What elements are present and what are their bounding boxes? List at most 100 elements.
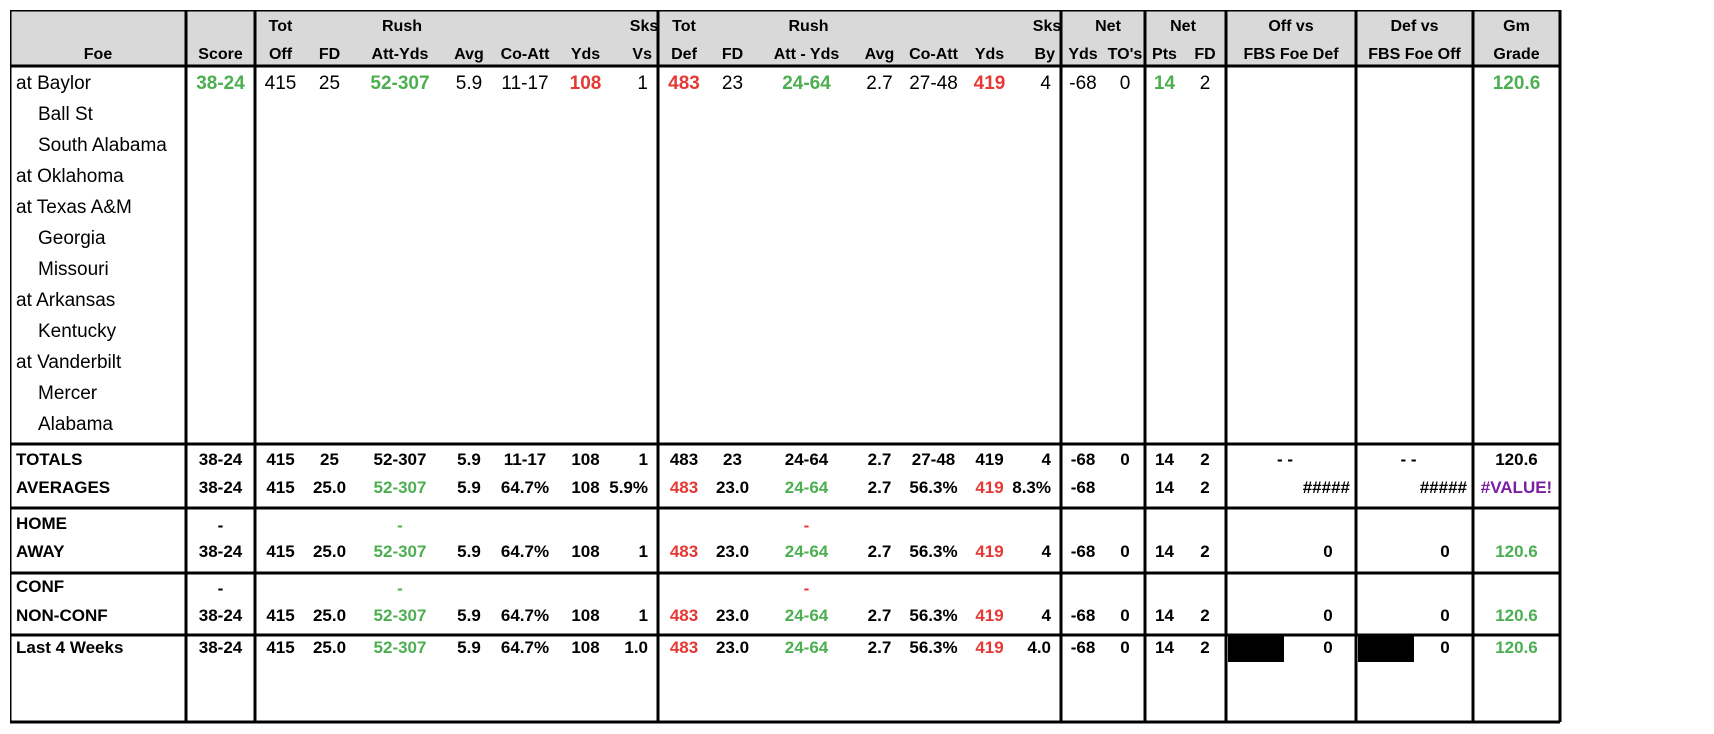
header-row1-sks: Sks bbox=[1033, 18, 1062, 35]
summary-cell-co-att: 56.3% bbox=[909, 638, 957, 657]
summary-cell-by: 8.3% bbox=[1012, 478, 1051, 497]
summary-label-non-conf: NON-CONF bbox=[16, 606, 108, 625]
summary-cell-avg: 5.9 bbox=[457, 478, 481, 497]
grid-lines bbox=[10, 10, 1562, 724]
summary-cell-def: 483 bbox=[670, 638, 698, 657]
summary-cell-pts: 14 bbox=[1155, 478, 1174, 497]
foe-name: at Baylor bbox=[16, 73, 92, 94]
summary-cell-off: 415 bbox=[266, 478, 294, 497]
header-row1-off-vs: Off vs bbox=[1268, 18, 1313, 35]
header-yds: Yds bbox=[1068, 46, 1097, 63]
summary-cell-att-yds: - bbox=[804, 516, 810, 535]
summary-cell-att-yds: 52-307 bbox=[374, 478, 427, 497]
summary-cell-fd: 23.0 bbox=[716, 478, 749, 497]
team-stats-sheet: Foe Score Tot Off FD Rush Att-Yds Avg Co-Att Yds S… bbox=[10, 10, 1562, 724]
summary-cell-fd: 25.0 bbox=[313, 638, 346, 657]
summary-cell-yds: 108 bbox=[571, 606, 599, 625]
summary-cell-fd: 2 bbox=[1200, 478, 1209, 497]
header-to-s: TO's bbox=[1108, 46, 1143, 63]
foe-name: Missouri bbox=[38, 259, 109, 280]
summary-cell-fd: 25 bbox=[320, 450, 339, 469]
header-yds: Yds bbox=[975, 46, 1004, 63]
summary-cell-vs: 1 bbox=[639, 542, 648, 561]
summary-cell-att-yds: 24-64 bbox=[785, 450, 829, 469]
summary-cell-score: 38-24 bbox=[199, 450, 243, 469]
summary-cell-co-att: 64.7% bbox=[501, 478, 549, 497]
header-foe: Foe bbox=[84, 46, 113, 63]
game-cell-att-yds: 24-64 bbox=[782, 73, 831, 94]
summary-cell-off: 415 bbox=[266, 606, 294, 625]
summary-label-away: AWAY bbox=[16, 542, 65, 561]
header-grade: Grade bbox=[1493, 46, 1539, 63]
game-cell-yds: -68 bbox=[1069, 73, 1096, 94]
summary-cell-att-yds: 24-64 bbox=[785, 542, 829, 561]
summary-cell-att-yds: 24-64 bbox=[785, 606, 829, 625]
foe-name: Georgia bbox=[38, 228, 106, 249]
foe-name: Ball St bbox=[38, 104, 94, 125]
header-fd: FD bbox=[722, 46, 743, 63]
game-cell-score: 38-24 bbox=[196, 73, 245, 94]
foe-name: Kentucky bbox=[38, 321, 117, 342]
header-off: Off bbox=[269, 46, 293, 63]
header-score: Score bbox=[198, 46, 243, 63]
summary-cell-avg: 2.7 bbox=[868, 478, 892, 497]
game-cell-off: 415 bbox=[265, 73, 297, 94]
summary-cell-yds: 419 bbox=[975, 478, 1003, 497]
game-cell-fd: 23 bbox=[722, 73, 743, 94]
summary-cell-grade: 120.6 bbox=[1495, 606, 1538, 625]
header-att-yds: Att - Yds bbox=[774, 46, 840, 63]
cell-text-layer: Foe Score Tot Off FD Rush Att-Yds Avg Co-Att Yds S… bbox=[16, 18, 1552, 657]
summary-cell-avg: 2.7 bbox=[868, 606, 892, 625]
background-layer bbox=[10, 10, 1560, 662]
summary-cell-by: 4 bbox=[1042, 542, 1052, 561]
summary-cell-def: 483 bbox=[670, 606, 698, 625]
game-cell-to-s: 0 bbox=[1120, 73, 1131, 94]
summary-cell-fd: 23 bbox=[723, 450, 742, 469]
foe-name: Mercer bbox=[38, 383, 98, 404]
blacked-out-cell bbox=[1228, 636, 1284, 662]
summary-cell-fd: 25.0 bbox=[313, 542, 346, 561]
summary-cell-score: 38-24 bbox=[199, 606, 243, 625]
game-cell-by: 4 bbox=[1040, 73, 1051, 94]
summary-cell-att-yds: 24-64 bbox=[785, 638, 829, 657]
summary-cell-fd: 23.0 bbox=[716, 638, 749, 657]
header-row1-tot: Tot bbox=[672, 18, 696, 35]
blacked-out-cell bbox=[1358, 636, 1414, 662]
summary-cell-att-yds: 24-64 bbox=[785, 478, 829, 497]
header-row1-sks: Sks bbox=[630, 18, 659, 35]
foe-name: South Alabama bbox=[38, 135, 167, 156]
header-background bbox=[10, 10, 1560, 66]
summary-cell-avg: 2.7 bbox=[868, 450, 892, 469]
summary-cell-off: 415 bbox=[266, 638, 294, 657]
summary-cell-vs: 1 bbox=[639, 450, 648, 469]
summary-cell-fbs-foe-off: - - bbox=[1400, 450, 1416, 469]
summary-cell-fd: 2 bbox=[1200, 542, 1209, 561]
summary-cell-grade: #VALUE! bbox=[1481, 478, 1552, 497]
summary-cell-yds: -68 bbox=[1071, 478, 1096, 497]
summary-cell-yds: 419 bbox=[975, 542, 1003, 561]
header-fd: FD bbox=[1194, 46, 1215, 63]
summary-cell-avg: 5.9 bbox=[457, 638, 481, 657]
summary-cell-avg: 2.7 bbox=[868, 638, 892, 657]
summary-cell-fbs-foe-def: 0 bbox=[1323, 638, 1332, 657]
foe-name: at Oklahoma bbox=[16, 166, 124, 187]
foe-name: at Texas A&M bbox=[16, 197, 132, 218]
summary-cell-by: 4 bbox=[1042, 606, 1052, 625]
summary-cell-grade: 120.6 bbox=[1495, 450, 1538, 469]
game-cell-avg: 2.7 bbox=[866, 73, 892, 94]
game-cell-vs: 1 bbox=[637, 73, 648, 94]
summary-cell-fd: 2 bbox=[1200, 606, 1209, 625]
summary-cell-score: - bbox=[218, 516, 224, 535]
header-row1-net: Net bbox=[1170, 18, 1196, 35]
game-cell-avg: 5.9 bbox=[456, 73, 482, 94]
summary-cell-fd: 23.0 bbox=[716, 606, 749, 625]
summary-cell-to-s: 0 bbox=[1120, 450, 1129, 469]
summary-label-last-4-weeks: Last 4 Weeks bbox=[16, 638, 123, 657]
summary-cell-co-att: 11-17 bbox=[504, 450, 547, 469]
summary-cell-co-att: 64.7% bbox=[501, 606, 549, 625]
header-att-yds: Att-Yds bbox=[372, 46, 429, 63]
summary-cell-fbs-foe-off: 0 bbox=[1440, 542, 1449, 561]
summary-cell-co-att: 56.3% bbox=[909, 542, 957, 561]
summary-cell-by: 4.0 bbox=[1027, 638, 1051, 657]
summary-cell-co-att: 56.3% bbox=[909, 606, 957, 625]
